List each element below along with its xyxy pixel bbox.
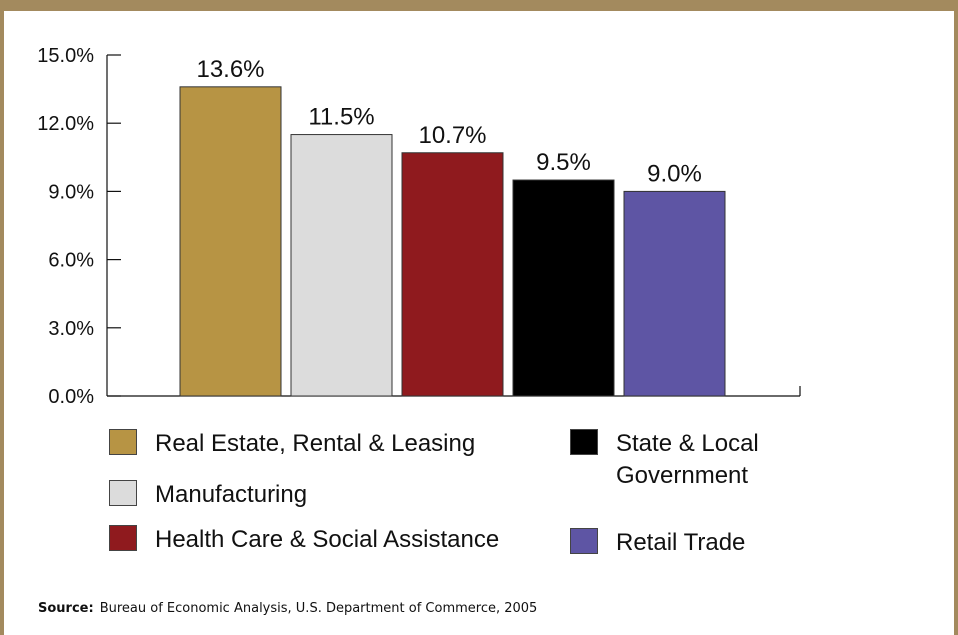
y-tick-label: 9.0% (48, 181, 94, 203)
legend-swatch-real-estate (109, 429, 137, 455)
legend-item-retail-trade: Retail Trade (570, 527, 745, 559)
bar-value-label: 9.5% (536, 149, 591, 176)
legend-item-real-estate: Real Estate, Rental & Leasing (109, 428, 475, 460)
source-prefix: Source: (38, 601, 94, 616)
y-tick-label: 6.0% (48, 250, 94, 272)
y-tick-label: 3.0% (48, 318, 94, 340)
source-text: Bureau of Economic Analysis, U.S. Depart… (99, 601, 538, 616)
legend-item-state-local-government: State & Local Government (570, 428, 759, 492)
bar-value-label: 9.0% (647, 160, 702, 187)
y-tick-label: 15.0% (37, 45, 94, 67)
legend-item-health-care: Health Care & Social Assistance (109, 524, 499, 556)
right-border (954, 0, 958, 635)
bar (290, 134, 393, 397)
source-note: Source: Bureau of Economic Analysis, U.S.… (38, 601, 537, 616)
legend-label-retail-trade: Retail Trade (616, 529, 746, 556)
bar (623, 190, 726, 397)
y-tick-label: 0.0% (48, 386, 94, 408)
legend-label-manufacturing: Manufacturing (155, 481, 308, 508)
bar (179, 86, 282, 397)
legend-label-line-2: Government (616, 462, 749, 489)
bar-value-label: 11.5% (308, 104, 374, 131)
bar-value-label: 10.7% (418, 122, 486, 149)
bar-chart: 0.0% 3.0% 6.0% 9.0% 12.0% 15.0% 13.6% 11.5% 10.7… (37, 45, 801, 408)
top-border (0, 0, 958, 11)
legend-swatch-state-local-government (570, 429, 598, 455)
legend-label-state-local-government: State & Local Government (616, 428, 759, 492)
legend-label-line-1: State & Local (616, 430, 759, 457)
bar (401, 152, 504, 397)
y-tick-label: 12.0% (37, 113, 94, 135)
left-border (0, 0, 4, 635)
bar-value-label: 13.6% (196, 56, 264, 83)
legend-swatch-manufacturing (109, 480, 137, 506)
bar (512, 179, 615, 397)
legend-label-real-estate: Real Estate, Rental & Leasing (155, 430, 476, 457)
legend-label-health-care: Health Care & Social Assistance (155, 526, 500, 553)
legend-swatch-retail-trade (570, 528, 598, 554)
legend-item-manufacturing: Manufacturing (109, 479, 307, 511)
legend-swatch-health-care (109, 525, 137, 551)
